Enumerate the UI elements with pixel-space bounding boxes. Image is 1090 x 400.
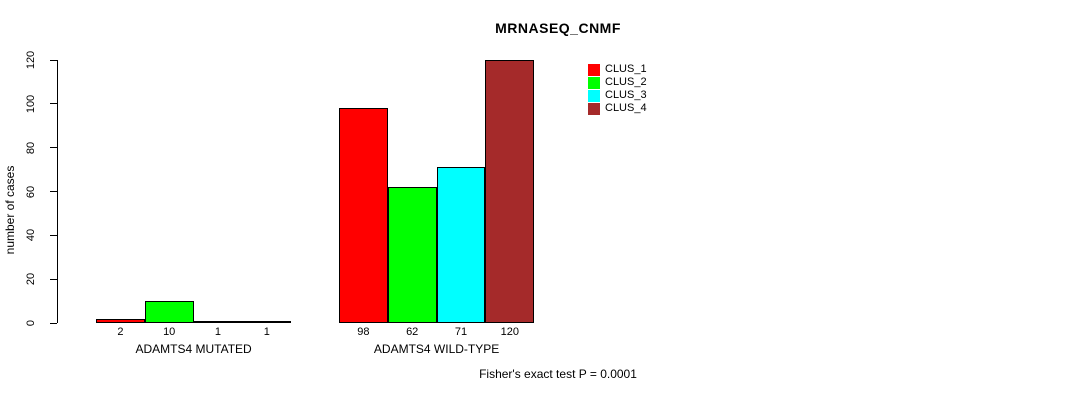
annotation-text: Fisher's exact test P = 0.0001 xyxy=(479,367,637,381)
legend-swatch-icon xyxy=(588,63,600,76)
y-axis-tick xyxy=(50,103,57,105)
legend-item: CLUS_3 xyxy=(588,89,647,102)
legend: CLUS_1 CLUS_2 CLUS_3 CLUS_4 xyxy=(588,63,647,115)
y-axis-tick-label: 120 xyxy=(25,50,37,70)
y-axis-tick xyxy=(50,191,57,192)
bar-value-label: 120 xyxy=(500,326,519,338)
bar-value-label: 62 xyxy=(406,326,419,338)
y-axis-tick-label: 20 xyxy=(25,273,37,286)
bar-value-label: 2 xyxy=(117,326,124,338)
y-axis-tick xyxy=(50,59,57,61)
bar-CLUS_4 xyxy=(485,60,535,323)
y-axis-tick xyxy=(50,322,57,324)
legend-swatch-icon xyxy=(588,89,600,102)
bar-CLUS_1 xyxy=(96,319,145,323)
legend-label: CLUS_1 xyxy=(605,63,647,75)
legend-label: CLUS_2 xyxy=(605,76,647,88)
bar-value-label: 98 xyxy=(357,326,370,338)
y-axis-tick xyxy=(50,278,57,280)
y-axis-tick xyxy=(50,147,57,149)
y-axis-tick xyxy=(50,234,57,236)
bar-CLUS_3 xyxy=(193,321,243,323)
y-axis-label: number of cases xyxy=(3,165,17,255)
y-axis-line xyxy=(57,60,58,323)
bar-CLUS_4 xyxy=(242,321,292,323)
y-axis-tick-label: 80 xyxy=(25,141,37,154)
bar-value-label: 10 xyxy=(163,326,176,338)
y-axis-tick-label: 60 xyxy=(25,185,37,198)
y-axis-tick-label: 40 xyxy=(25,229,37,242)
bar-CLUS_1 xyxy=(339,108,388,323)
bar-CLUS_3 xyxy=(436,167,486,323)
y-axis-tick-label: 100 xyxy=(25,94,37,114)
bar-value-label: 1 xyxy=(214,326,222,338)
x-group-label: ADAMTS4 WILD-TYPE xyxy=(373,342,500,356)
legend-item: CLUS_1 xyxy=(588,63,647,76)
legend-swatch-icon xyxy=(588,76,600,89)
bar-value-label: 71 xyxy=(454,326,468,338)
bar-CLUS_2 xyxy=(387,187,437,323)
y-axis-tick-label: 0 xyxy=(25,319,37,327)
legend-item: CLUS_4 xyxy=(588,102,647,115)
legend-item: CLUS_2 xyxy=(588,76,647,89)
chart-title: MRNASEQ_CNMF xyxy=(495,20,621,36)
bar-CLUS_2 xyxy=(144,301,194,323)
legend-label: CLUS_3 xyxy=(605,89,647,101)
x-group-label: ADAMTS4 MUTATED xyxy=(135,342,252,356)
legend-label: CLUS_4 xyxy=(605,102,647,114)
legend-swatch-icon xyxy=(588,102,600,115)
bar-value-label: 1 xyxy=(263,326,270,338)
